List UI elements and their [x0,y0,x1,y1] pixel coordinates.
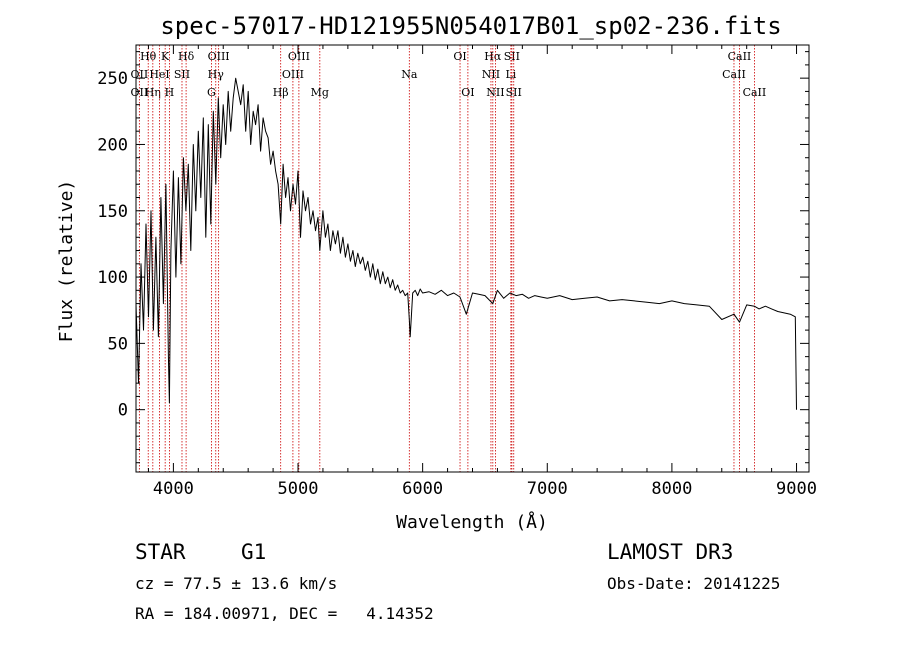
spectral-line-label: Mg [311,86,329,99]
x-tick-label: 4000 [153,479,194,499]
spectral-line-label: CaII [728,50,752,63]
x-tick-label: 6000 [402,479,443,499]
spectral-line-label: OIII [288,50,310,63]
x-tick-label: 7000 [527,479,568,499]
y-axis-label: Flux (relative) [56,180,77,343]
spectral-line-label: OII [131,68,149,81]
spectral-line-label: OI [461,86,474,99]
spectral-line-label: NII [482,68,500,81]
spectral-line-label: CaII [743,86,767,99]
plot-frame [135,44,810,473]
spectrum-series [135,77,797,410]
y-tick-label: 250 [97,69,128,89]
y-tick-label: 100 [97,268,128,288]
spectral-line-label: G [207,86,216,99]
spectral-line-label: SII [174,68,190,81]
spectral-line-label: Hβ [273,86,289,99]
chart-title: spec-57017-HD121955N054017B01_sp02-236.f… [160,12,781,40]
spectral-line-label: Hθ [140,50,157,63]
spectral-line-label: OII [131,86,149,99]
object-subclass: G1 [241,540,267,564]
redshift-cz: cz = 77.5 ± 13.6 km/s [135,574,338,593]
object-type: STAR [135,540,186,564]
spectral-line-label: NII [486,86,504,99]
y-tick-label: 50 [108,334,128,354]
spectral-line-label: SII [504,50,520,63]
spectral-line-label: OIII [208,50,230,63]
x-tick-label: 5000 [278,479,319,499]
spectral-line-label: K [161,50,170,63]
axes: 4000 5000 6000 7000 8000 9000 0 50 100 150 200 250 [97,45,817,499]
y-tick-label: 0 [118,401,128,421]
spectral-line-label: OIII [282,68,304,81]
spectral-line-label: Na [401,68,418,81]
spectral-line-label: Hδ [178,50,195,63]
x-tick-label: 8000 [651,479,692,499]
coordinates: RA = 184.00971, DEC = 4.14352 [135,604,434,623]
y-tick-label: 200 [97,135,128,155]
spectral-line-label: Li [505,68,516,81]
spectral-line-label: HeI [149,68,169,81]
spectral-line-label: H [165,86,175,99]
spectral-line-label: Hη [145,86,161,99]
observation-date: Obs-Date: 20141225 [607,574,781,593]
survey-name: LAMOST DR3 [607,540,734,564]
spectral-line-label: CaII [722,68,746,81]
y-tick-label: 150 [97,202,128,222]
spectral-line-label: OI [453,50,466,63]
spectral-line-label: Hγ [208,68,225,81]
spectrum-line [135,77,797,410]
x-axis-label: Wavelength (Å) [396,511,548,533]
spectral-line-label: SII [506,86,522,99]
spectral-line-label: Hα [484,50,502,63]
x-tick-label: 9000 [776,479,817,499]
